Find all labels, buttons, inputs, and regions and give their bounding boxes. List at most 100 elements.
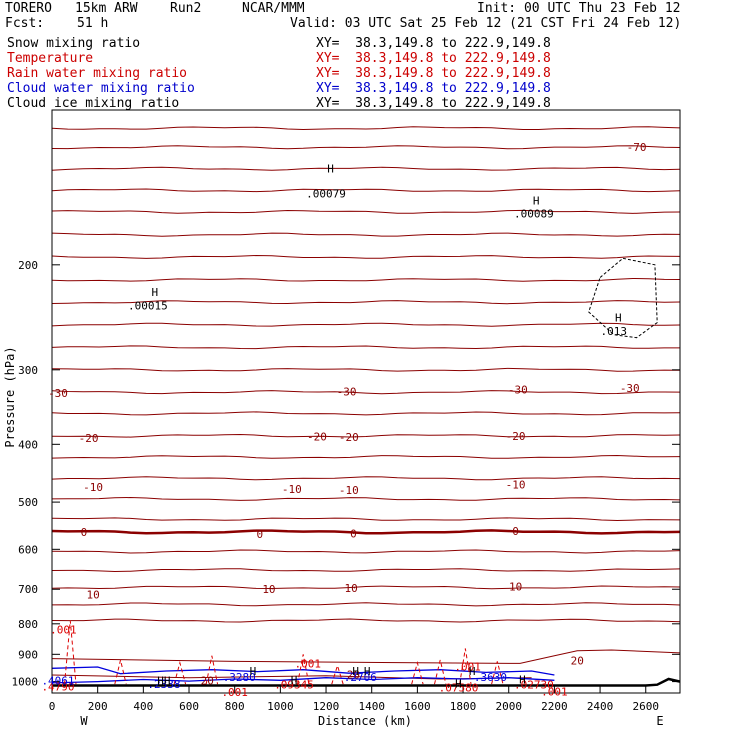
temperature-contour: [51, 367, 681, 372]
cloud-water-label: .3630: [474, 671, 507, 684]
temperature-contour: [51, 300, 681, 305]
temperature-contour: [51, 618, 681, 623]
rain-label: .4790: [41, 681, 74, 694]
rain-water-contour: [434, 659, 447, 685]
maximum-marker: H: [455, 677, 462, 690]
rain-water-contour: [64, 620, 77, 685]
cloud-water-label: .3280: [223, 671, 256, 684]
model-name: TORERO: [5, 1, 52, 16]
rain-label: .001: [50, 624, 77, 637]
temperature-contour: [51, 433, 681, 438]
temperature-label: 0: [512, 525, 519, 538]
x-tick-label: 1800: [450, 700, 477, 713]
y-tick-label: 500: [18, 496, 38, 509]
rain-label: .09345: [274, 679, 314, 692]
temperature-contours: [51, 126, 681, 680]
rain-label: .001: [541, 685, 568, 698]
temperature-label: -30: [620, 382, 640, 395]
x-tick-label: 1600: [404, 700, 431, 713]
cloud-water-label: .4061: [41, 674, 74, 687]
temperature-label: 10: [86, 588, 99, 601]
terrain-line: [52, 677, 681, 687]
temperature-label: -70: [627, 141, 647, 154]
temperature-label: 0: [256, 528, 263, 541]
temperature-contour: [51, 277, 681, 282]
rain-water-contour: [331, 663, 344, 685]
field-cloudwater-xy: XY= 38.3,149.8 to 222.9,149.8: [316, 81, 551, 96]
maximum-marker: H: [352, 665, 359, 678]
temperature-contour: [51, 529, 681, 535]
temperature-contour: [51, 568, 681, 573]
temperature-label: -10: [506, 478, 526, 491]
maximum-marker: H: [364, 665, 371, 678]
x-tick-label: 2600: [632, 700, 659, 713]
rain-water-contour: [173, 660, 187, 685]
maximum-marker: H: [533, 194, 540, 207]
temperature-label: -20: [506, 430, 526, 443]
snow-label: .00089: [514, 207, 554, 220]
snow-ice-contours: [588, 257, 658, 339]
temperature-contour: [51, 390, 681, 395]
field-temperature-xy: XY= 38.3,149.8 to 222.9,149.8: [316, 51, 551, 66]
field-cloudice-name: Cloud ice mixing ratio: [7, 96, 180, 111]
rain-label: .001: [221, 686, 248, 699]
x-tick-label: 1400: [358, 700, 385, 713]
temperature-label: -10: [339, 484, 359, 497]
plot-frame: [51, 109, 681, 694]
maximum-marker: H: [291, 674, 298, 687]
field-rain-xy: XY= 38.3,149.8 to 222.9,149.8: [316, 66, 551, 81]
rain-water-contour: [296, 654, 310, 685]
temperature-contour: [51, 496, 681, 501]
y-tick-label: 700: [18, 583, 38, 596]
plot-border: [51, 109, 681, 694]
temperature-label: -20: [339, 431, 359, 444]
model-center: NCAR/MMM: [242, 1, 305, 16]
temperature-contour: [51, 454, 681, 459]
cloud-ice-contour: [588, 257, 658, 339]
y-axis-label: Pressure (hPa): [3, 346, 17, 447]
cloud-water-contour: [51, 677, 555, 684]
x-tick-label: 1000: [267, 700, 294, 713]
temperature-label: 10: [345, 582, 358, 595]
y-tick-label: 300: [18, 364, 38, 377]
rain-label: .001: [295, 657, 322, 670]
temperature-contour: [51, 602, 681, 607]
temperature-label: -10: [83, 481, 103, 494]
cloud-water-contour: [51, 666, 555, 676]
maximum-marker: H: [151, 286, 158, 299]
maximum-marker: H: [519, 673, 526, 686]
x-tick-label: 800: [225, 700, 245, 713]
y-tick-label: 800: [18, 618, 38, 631]
snow-label: .00015: [128, 299, 168, 312]
rain-water-contours: [64, 620, 504, 685]
temperature-contour: [51, 254, 681, 259]
temperature-contour: [51, 476, 681, 481]
temperature-contour: [51, 649, 681, 664]
field-cloudice-xy: XY= 38.3,149.8 to 222.9,149.8: [316, 96, 551, 111]
temperature-contour: [51, 145, 681, 150]
y-tick-label: 900: [18, 648, 38, 661]
rain-water-contour: [114, 659, 127, 685]
maximum-marker: HH: [157, 674, 170, 687]
cloud-water-label: .2706: [344, 671, 377, 684]
temperature-label: -30: [48, 387, 68, 400]
rain-water-contour: [491, 661, 504, 685]
temperature-label: 20: [571, 655, 584, 668]
snow-label: .00079: [306, 188, 346, 201]
x-tick-label: 200: [88, 700, 108, 713]
valid-time: Valid: 03 UTC Sat 25 Feb 12 (21 CST Fri …: [290, 16, 682, 31]
rain-label: .07580: [439, 682, 479, 695]
model-run: Run2: [170, 1, 202, 16]
temperature-label: 10: [262, 583, 275, 596]
y-tick-label: 400: [18, 438, 38, 451]
rain-water-contour: [459, 648, 472, 685]
temperature-contour: [51, 188, 681, 193]
west-label: W: [80, 714, 88, 728]
fcst-value: 51 h: [77, 16, 109, 31]
maximum-marker: H: [469, 665, 476, 678]
cloud-water-contours: [51, 666, 555, 684]
temperature-label: 20: [201, 674, 214, 687]
field-cloudwater-name: Cloud water mixing ratio: [7, 81, 195, 96]
y-tick-label: 1000: [12, 676, 39, 689]
